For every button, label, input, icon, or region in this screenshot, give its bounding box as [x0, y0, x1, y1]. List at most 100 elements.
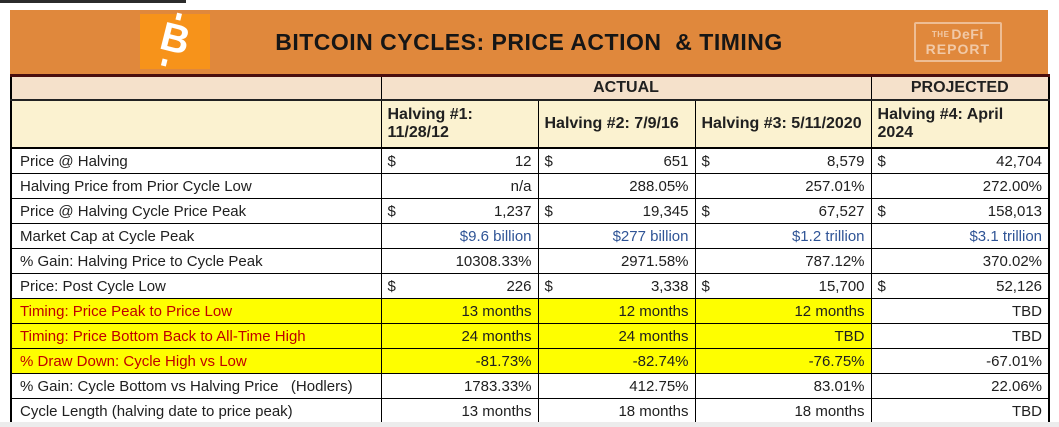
value-cell: $15,700: [694, 273, 872, 299]
table-row: % Gain: Halving Price to Cycle Peak 10308…: [10, 248, 1050, 274]
bitcoin-letter: B: [155, 13, 195, 64]
row-label: Market Cap at Cycle Peak: [10, 223, 382, 249]
defi-report-logo: THE DeFi REPORT: [913, 22, 1002, 62]
value-cell: 12 months: [537, 298, 696, 324]
value-cell: 12 months: [694, 298, 872, 324]
row-label: % Draw Down: Cycle High vs Low: [10, 348, 382, 374]
cell-value: 12: [514, 152, 532, 170]
value-cell: 288.05%: [537, 173, 696, 199]
cell-value: 1,237: [493, 202, 532, 220]
value-cell: 257.01%: [694, 173, 872, 199]
row-label: Halving Price from Prior Cycle Low: [10, 173, 382, 199]
value-cell: 2971.58%: [537, 248, 696, 274]
column-header-halving2: Halving #2: 7/9/16: [537, 99, 696, 149]
value-cell: 272.00%: [870, 173, 1050, 199]
currency-symbol: $: [701, 152, 710, 170]
value-cell: $19,345: [537, 198, 696, 224]
title-banner: B BITCOIN CYCLES: PRICE ACTION & TIMING …: [10, 10, 1048, 74]
table-body: ACTUAL PROJECTED Halving #1: 11/28/12 Ha…: [10, 74, 1050, 425]
cell-value: 651: [663, 152, 689, 170]
table-row: Halving Price from Prior Cycle Low n/a 288…: [10, 173, 1050, 199]
row-label: Timing: Price Bottom Back to All-Time Hi…: [10, 323, 382, 349]
currency-symbol: $: [387, 202, 396, 220]
value-cell: $1,237: [380, 198, 539, 224]
value-cell: $9.6 billion: [380, 223, 539, 249]
table-row: % Draw Down: Cycle High vs Low -81.73% -82…: [10, 348, 1050, 374]
value-cell: $3.1 trillion: [870, 223, 1050, 249]
table-row: Timing: Price Bottom Back to All-Time Hi…: [10, 323, 1050, 349]
value-cell: 370.02%: [870, 248, 1050, 274]
value-cell: 24 months: [380, 323, 539, 349]
bitcoin-cycles-table: ACTUAL PROJECTED Halving #1: 11/28/12 Ha…: [10, 74, 1051, 425]
screenshot-artifact-line: [0, 0, 186, 3]
table-row: Timing: Price Peak to Price Low 13 months…: [10, 298, 1050, 324]
cell-value: 8,579: [826, 152, 865, 170]
value-cell: $651: [537, 147, 696, 174]
value-cell: $1.2 trillion: [694, 223, 872, 249]
brand-defi: DeFi: [951, 26, 984, 42]
currency-symbol: $: [387, 152, 396, 170]
value-cell: -82.74%: [537, 348, 696, 374]
value-cell: -81.73%: [380, 348, 539, 374]
currency-symbol: $: [544, 202, 553, 220]
value-cell: $158,013: [870, 198, 1050, 224]
table-row: Price: Post Cycle Low $226 $3,338 $15,700 $5…: [10, 273, 1050, 299]
page-bottom-edge: [0, 422, 1059, 427]
column-header-row: Halving #1: 11/28/12 Halving #2: 7/9/16 …: [10, 99, 1050, 149]
group-header-actual: ACTUAL: [380, 74, 872, 101]
value-cell: n/a: [380, 173, 539, 199]
value-cell: 1783.33%: [380, 373, 539, 399]
brand-report: REPORT: [925, 41, 990, 57]
column-header-halving1: Halving #1: 11/28/12: [380, 99, 539, 149]
row-label: % Gain: Cycle Bottom vs Halving Price (H…: [10, 373, 382, 399]
empty-corner-cell: [10, 74, 382, 101]
currency-symbol: $: [387, 277, 396, 295]
currency-symbol: $: [544, 152, 553, 170]
row-label: % Gain: Halving Price to Cycle Peak: [10, 248, 382, 274]
value-cell: 22.06%: [870, 373, 1050, 399]
table-row: Market Cap at Cycle Peak $9.6 billion $277…: [10, 223, 1050, 249]
value-cell: $52,126: [870, 273, 1050, 299]
table-row: Price @ Halving $12 $651 $8,579 $42,704: [10, 147, 1050, 174]
value-cell: TBD: [870, 398, 1050, 425]
value-cell: TBD: [694, 323, 872, 349]
value-cell: 13 months: [380, 398, 539, 425]
value-cell: $42,704: [870, 147, 1050, 174]
cell-value: 52,126: [996, 277, 1043, 295]
cell-value: 226: [506, 277, 532, 295]
value-cell: $226: [380, 273, 539, 299]
value-cell: $3,338: [537, 273, 696, 299]
column-header-halving3: Halving #3: 5/11/2020: [694, 99, 872, 149]
table-row: Cycle Length (halving date to price peak…: [10, 398, 1050, 425]
column-header-halving4: Halving #4: April 2024: [870, 99, 1050, 149]
row-label: Price: Post Cycle Low: [10, 273, 382, 299]
value-cell: $12: [380, 147, 539, 174]
group-header-projected: PROJECTED: [870, 74, 1050, 101]
bitcoin-logo: B: [140, 12, 210, 69]
value-cell: -76.75%: [694, 348, 872, 374]
currency-symbol: $: [877, 202, 886, 220]
currency-symbol: $: [701, 277, 710, 295]
currency-symbol: $: [544, 277, 553, 295]
page-title: BITCOIN CYCLES: PRICE ACTION & TIMING: [275, 28, 783, 55]
row-label: Cycle Length (halving date to price peak…: [10, 398, 382, 425]
empty-header-cell: [10, 99, 382, 149]
cell-value: 158,013: [987, 202, 1043, 220]
value-cell: 18 months: [694, 398, 872, 425]
row-label: Price @ Halving: [10, 147, 382, 174]
cell-value: 42,704: [996, 152, 1043, 170]
value-cell: 24 months: [537, 323, 696, 349]
cell-value: 67,527: [818, 202, 865, 220]
table-row: Price @ Halving Cycle Price Peak $1,237 $1…: [10, 198, 1050, 224]
bitcoin-icon: B: [156, 12, 195, 67]
bitcoin-tick-bottom: [160, 58, 168, 67]
cell-value: 3,338: [650, 277, 689, 295]
row-label: Timing: Price Peak to Price Low: [10, 298, 382, 324]
brand-the: THE: [931, 30, 950, 39]
value-cell: 18 months: [537, 398, 696, 425]
cell-value: 19,345: [642, 202, 689, 220]
row-label: Price @ Halving Cycle Price Peak: [10, 198, 382, 224]
currency-symbol: $: [877, 152, 886, 170]
group-header-row: ACTUAL PROJECTED: [10, 74, 1050, 101]
value-cell: -67.01%: [870, 348, 1050, 374]
